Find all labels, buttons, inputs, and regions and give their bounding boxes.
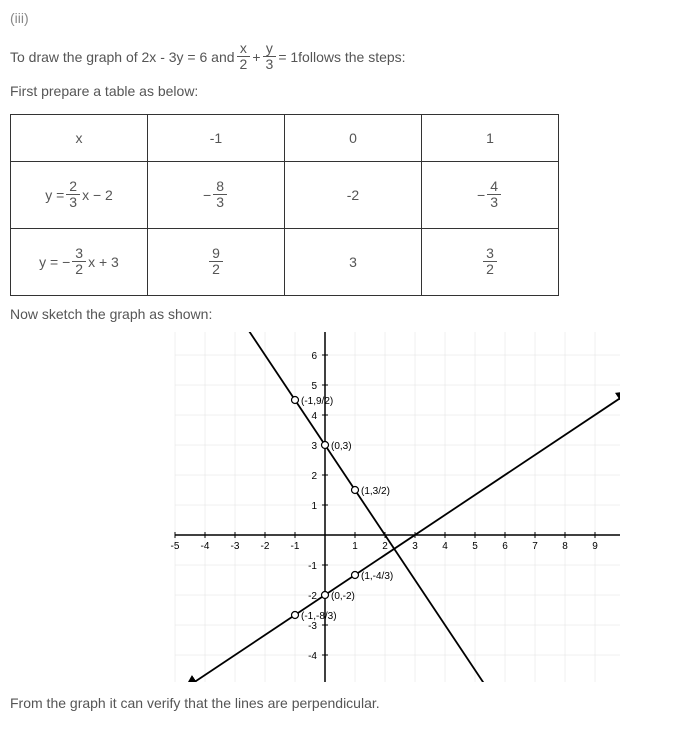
- svg-text:(0,-2): (0,-2): [331, 591, 355, 602]
- svg-text:-4: -4: [201, 541, 210, 552]
- svg-text:8: 8: [562, 541, 568, 552]
- svg-text:1: 1: [311, 501, 317, 512]
- eq-1: y = 2 3 x − 2: [11, 161, 148, 228]
- graph-container: -5-4-3-2-112345678910-6-5-4-3-2-11234567…: [140, 332, 677, 685]
- svg-text:4: 4: [442, 541, 448, 552]
- svg-text:(-1,-8/3): (-1,-8/3): [301, 611, 337, 622]
- svg-text:(1,-4/3): (1,-4/3): [361, 571, 393, 582]
- svg-text:6: 6: [311, 351, 317, 362]
- svg-text:-2: -2: [261, 541, 270, 552]
- problem-label: (iii): [10, 10, 677, 26]
- svg-text:7: 7: [532, 541, 538, 552]
- frac-y: y 3: [263, 41, 277, 73]
- cell-1-1: − 8 3: [148, 161, 285, 228]
- svg-text:10: 10: [619, 541, 620, 552]
- graph: -5-4-3-2-112345678910-6-5-4-3-2-11234567…: [140, 332, 620, 682]
- svg-text:5: 5: [311, 381, 317, 392]
- svg-text:2: 2: [382, 541, 388, 552]
- header-0: 0: [285, 114, 422, 161]
- intro-text: To draw the graph of 2x - 3y = 6 and x 2…: [10, 41, 677, 73]
- svg-text:1: 1: [352, 541, 358, 552]
- cell-2-2: 3: [285, 228, 422, 295]
- header-x: x: [11, 114, 148, 161]
- svg-text:9: 9: [592, 541, 598, 552]
- svg-text:5: 5: [472, 541, 478, 552]
- svg-text:-1: -1: [291, 541, 300, 552]
- svg-text:3: 3: [311, 441, 317, 452]
- svg-text:(0,3): (0,3): [331, 441, 352, 452]
- svg-text:-4: -4: [308, 651, 317, 662]
- svg-text:6: 6: [502, 541, 508, 552]
- intro-pre: To draw the graph of 2x - 3y = 6 and: [10, 49, 235, 65]
- header-1: 1: [422, 114, 559, 161]
- svg-text:-5: -5: [308, 681, 317, 682]
- cell-1-2: -2: [285, 161, 422, 228]
- svg-text:(-1,9/2): (-1,9/2): [301, 396, 333, 407]
- header-neg1: -1: [148, 114, 285, 161]
- svg-text:-3: -3: [231, 541, 240, 552]
- svg-text:-3: -3: [308, 621, 317, 632]
- cell-2-3: 3 2: [422, 228, 559, 295]
- table-intro: First prepare a table as below:: [10, 83, 677, 99]
- data-table: x -1 0 1 y = 2 3 x − 2 − 8 3: [10, 114, 559, 296]
- cell-1-3: − 4 3: [422, 161, 559, 228]
- table-row-1: y = 2 3 x − 2 − 8 3 -2 − 4: [11, 161, 559, 228]
- svg-text:4: 4: [311, 411, 317, 422]
- cell-2-1: 9 2: [148, 228, 285, 295]
- eq-2: y = − 3 2 x + 3: [11, 228, 148, 295]
- intro-post: follows the steps:: [298, 49, 405, 65]
- frac-x: x 2: [237, 41, 251, 73]
- svg-text:(1,3/2): (1,3/2): [361, 486, 390, 497]
- plus: +: [252, 49, 260, 65]
- svg-text:-1: -1: [308, 561, 317, 572]
- eq-one: = 1: [278, 49, 298, 65]
- svg-text:3: 3: [412, 541, 418, 552]
- sketch-text: Now sketch the graph as shown:: [10, 306, 677, 322]
- table-row-2: y = − 3 2 x + 3 9 2 3 3 2: [11, 228, 559, 295]
- conclusion: From the graph it can verify that the li…: [10, 695, 677, 711]
- svg-text:-5: -5: [171, 541, 180, 552]
- svg-text:2: 2: [311, 471, 317, 482]
- table-header-row: x -1 0 1: [11, 114, 559, 161]
